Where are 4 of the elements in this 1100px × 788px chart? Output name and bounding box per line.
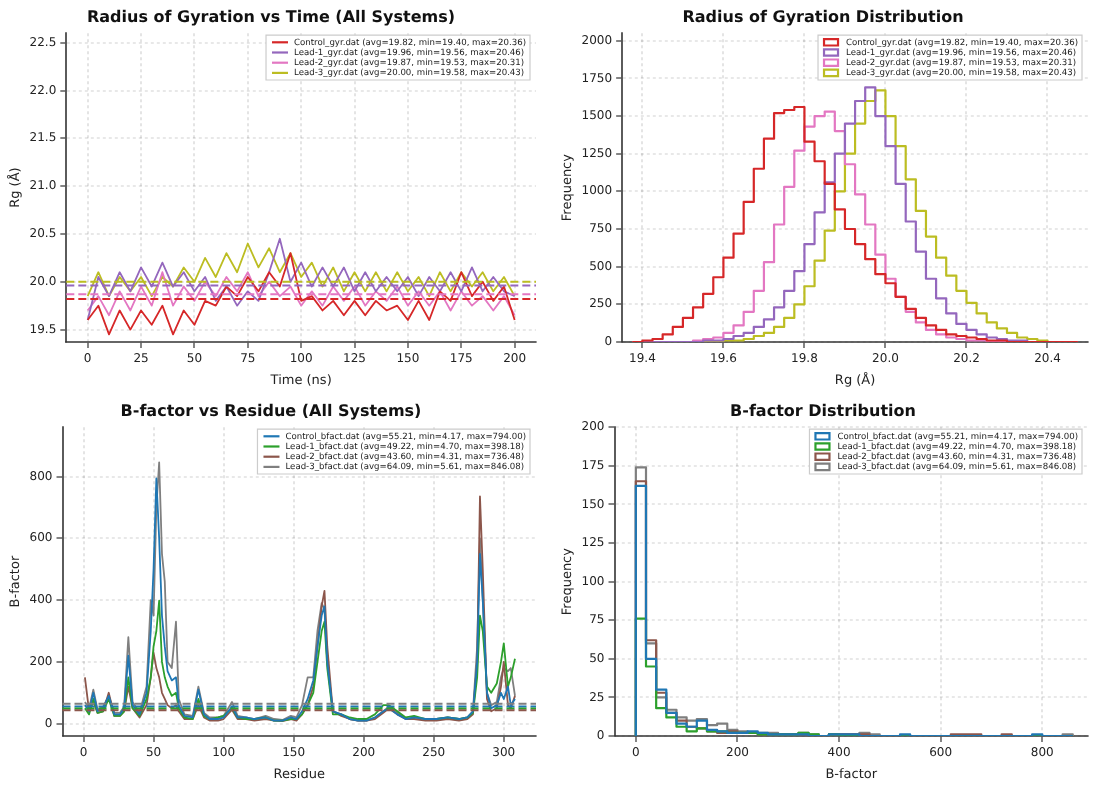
chart-title: Radius of Gyration vs Time (All Systems) <box>86 7 456 26</box>
chart-title: Radius of Gyration Distribution <box>682 7 965 26</box>
chart-title: B-factor vs Residue (All Systems) <box>120 401 422 420</box>
chart-title: B-factor Distribution <box>730 401 917 420</box>
